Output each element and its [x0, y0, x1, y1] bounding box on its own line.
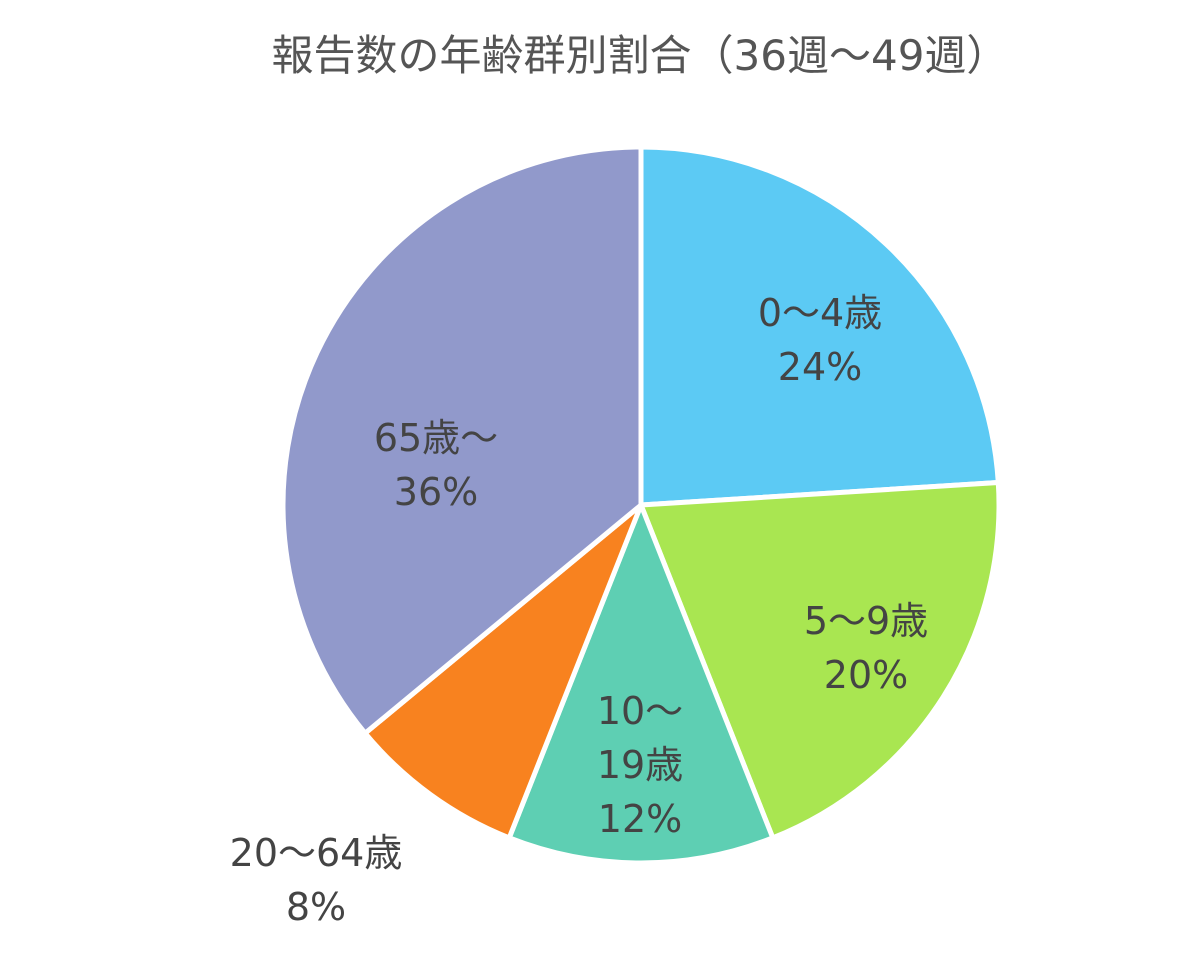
category-label: 0～4歳 [757, 291, 883, 335]
value-label: 36% [393, 470, 479, 514]
slice-label: 5～9歳 20% [766, 594, 966, 702]
slice-label: 65歳～ 36% [336, 411, 536, 519]
value-label: 20% [823, 653, 909, 697]
pie-slice [362, 502, 644, 841]
category-label: 5～9歳 [803, 599, 929, 643]
category-label: 20～64歳 [229, 831, 403, 875]
slice-label: 0～4歳 24% [720, 286, 920, 394]
category-label: 65歳～ [373, 416, 499, 460]
pie-slice [638, 144, 1001, 508]
pie-slice [280, 144, 644, 736]
slice-label: 10～19歳 12% [585, 684, 695, 846]
chart-title: 報告数の年齢群別割合（36週～49週） [271, 31, 1009, 80]
category-label: 10～19歳 [596, 689, 684, 787]
value-label: 8% [285, 885, 347, 929]
value-label: 12% [597, 797, 683, 841]
pie-slice [506, 502, 776, 866]
value-label: 24% [777, 345, 863, 389]
pie-slice [638, 480, 1002, 841]
slice-label: 20～64歳 8% [186, 826, 446, 934]
